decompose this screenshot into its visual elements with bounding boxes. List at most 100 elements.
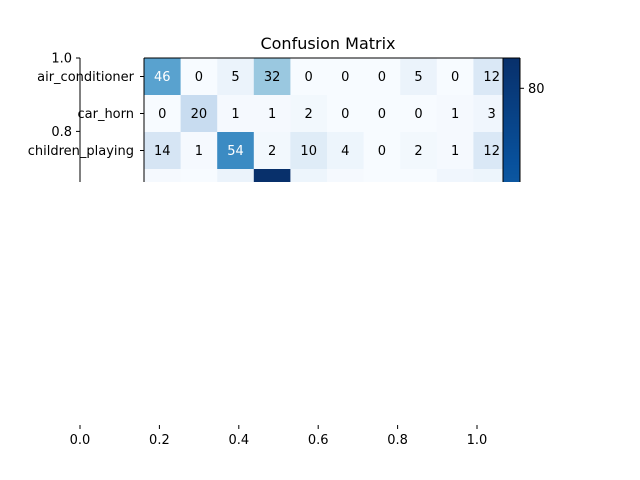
cell-value: 5 [414,70,422,85]
colorbar-strip [503,106,520,108]
colorbar-strip [503,129,520,131]
x-tick-label: 0.6 [308,433,329,448]
heatmap-cell [436,169,474,182]
heatmap-cells [143,57,511,182]
heatmap-cell [253,95,291,132]
colorbar-strip [503,60,520,62]
colorbar-strip [503,170,520,172]
x-tick-label: 0.4 [228,433,249,448]
cell-value: 3 [451,181,459,196]
colorbar-strip [503,73,520,75]
colorbar-strip [503,109,520,111]
colorbar-strip [503,105,520,107]
colorbar-strip [503,149,520,151]
colorbar-strip [503,154,520,156]
cell-value: 0 [195,70,203,85]
chart-title: Confusion Matrix [260,34,395,53]
heatmap-cell [217,169,255,182]
colorbar-strip [503,84,520,86]
colorbar-strip [503,71,520,73]
colorbar-strip [503,146,520,148]
heatmap-cell [144,58,182,95]
heatmap-cell [144,169,182,182]
colorbar-strip [503,134,520,136]
colorbar-strip [503,65,520,67]
colorbar-strip [503,90,520,92]
cell-value: 1 [158,181,166,196]
colorbar-strip [503,103,520,105]
colorbar-strip [503,86,520,88]
cell-value: 0 [341,107,349,122]
colorbar-strip [503,161,520,163]
colorbar-strip [503,127,520,129]
colorbar-strip [503,72,520,74]
colorbar-strip [503,92,520,94]
heatmap-cell [400,58,438,95]
heatmap-cell [217,95,255,132]
x-tick-label: 1.0 [467,433,488,448]
colorbar-strip [503,82,520,84]
colorbar-strip [503,77,520,79]
colorbar-strip [503,132,520,134]
colorbar-strip [503,64,520,66]
cell-value: 0 [414,181,422,196]
colorbar-strip [503,97,520,99]
colorbar-strip [503,180,520,182]
heatmap-cell [363,95,401,132]
y-tick-label: 0.8 [51,125,72,140]
heatmap-cell [290,132,328,169]
colorbar-strip [503,156,520,158]
cell-value: 0 [378,70,386,85]
colorbar-strip [503,119,520,121]
colorbar-strip [503,121,520,123]
colorbar-strip [503,155,520,157]
colorbar: 60 70 80 [502,57,545,182]
cell-value: 10 [300,144,317,159]
cell-value: 4 [488,181,496,196]
colorbar-strip [503,66,520,68]
cell-value: 0 [451,70,459,85]
colorbar-strip [503,150,520,152]
cell-value: 0 [378,144,386,159]
x-tick-label: 0.0 [70,433,91,448]
heatmap-cell [290,169,328,182]
cell-value: 0 [378,181,386,196]
heatmap-cell [327,95,365,132]
colorbar-strip [503,102,520,104]
colorbar-strip [503,91,520,93]
cell-value: 20 [191,107,208,122]
colorbar-strip [503,118,520,120]
heatmap-cell [400,95,438,132]
colorbar-strip [503,175,520,177]
heatmap-cell [180,95,218,132]
colorbar-strip [503,111,520,113]
colorbar-strip [503,167,520,169]
colorbar-strip [503,166,520,168]
colorbar-strip [503,75,520,77]
cell-value: 0 [414,107,422,122]
colorbar-strip [503,100,520,102]
heatmap-cell [217,58,255,95]
cell-value: 5 [231,70,239,85]
cell-value: 32 [264,70,281,85]
colorbar-strip [503,151,520,153]
outer-axes: 0.0 0.2 0.4 0.6 0.8 1.0 1.0 0.8 [51,52,487,449]
colorbar-strip [503,98,520,100]
colorbar-strip [503,81,520,83]
heatmap-cell [436,58,474,95]
heatmap-cell [180,169,218,182]
heatmap-cell [253,132,291,169]
cell-value: 4 [341,144,349,159]
cell-value: 5 [231,181,239,196]
colorbar-strip [503,142,520,144]
cell-value: 4 [305,181,313,196]
colorbar-strip [503,179,520,181]
colorbar-strip [503,120,520,122]
colorbar-strip [503,160,520,162]
row-labels: air_conditioner car_horn children_playing [28,70,144,159]
colorbar-strip [503,172,520,174]
colorbar-strip [503,138,520,140]
cell-value: 2 [305,107,313,122]
